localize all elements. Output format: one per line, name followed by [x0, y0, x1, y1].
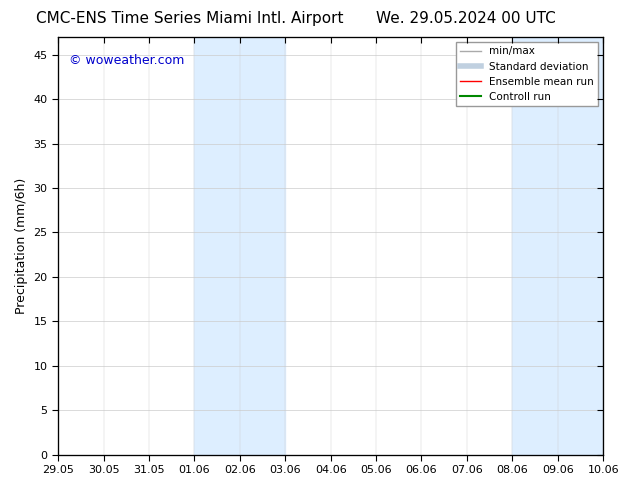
Text: We. 29.05.2024 00 UTC: We. 29.05.2024 00 UTC	[376, 11, 556, 26]
Y-axis label: Precipitation (mm/6h): Precipitation (mm/6h)	[15, 178, 28, 314]
Text: © woweather.com: © woweather.com	[69, 54, 184, 67]
Bar	[195, 37, 285, 455]
Bar	[512, 37, 603, 455]
Legend: min/max, Standard deviation, Ensemble mean run, Controll run: min/max, Standard deviation, Ensemble me…	[456, 42, 598, 106]
Text: CMC-ENS Time Series Miami Intl. Airport: CMC-ENS Time Series Miami Intl. Airport	[36, 11, 344, 26]
